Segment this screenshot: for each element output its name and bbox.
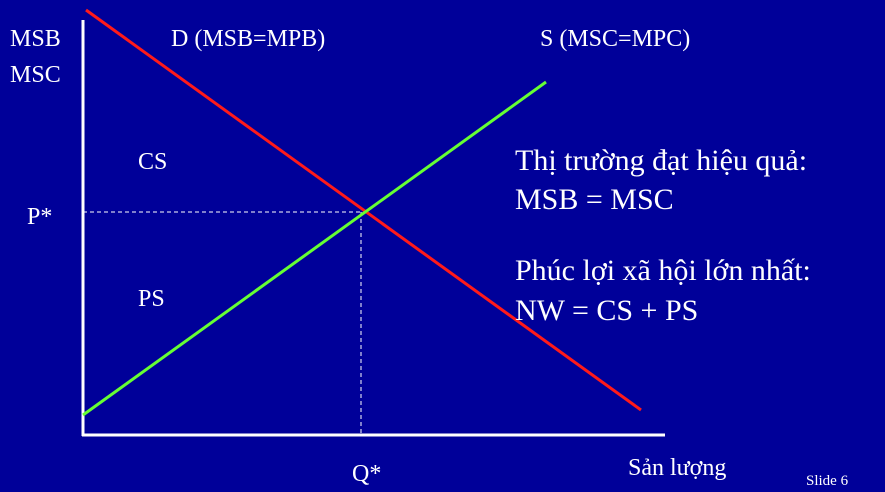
producer-surplus-label: PS: [138, 287, 165, 311]
consumer-surplus-label: CS: [138, 150, 167, 174]
x-axis-label: Sản lượng: [628, 456, 726, 480]
efficiency-note: Thị trường đạt hiệu quả:: [515, 146, 807, 176]
equilibrium-quantity-label: Q*: [352, 462, 381, 486]
supply-curve-label: S (MSC=MPC): [540, 27, 690, 51]
supply-curve: [83, 82, 546, 415]
slide-number: Slide 6: [806, 474, 848, 489]
y-axis-label-msc: MSC: [10, 63, 61, 87]
efficiency-condition: MSB = MSC: [515, 185, 674, 215]
welfare-note: Phúc lợi xã hội lớn nhất:: [515, 256, 811, 286]
equilibrium-price-label: P*: [27, 205, 52, 229]
demand-curve-label: D (MSB=MPB): [171, 27, 325, 51]
y-axis-label-msb: MSB: [10, 27, 61, 51]
welfare-formula: NW = CS + PS: [515, 296, 698, 326]
